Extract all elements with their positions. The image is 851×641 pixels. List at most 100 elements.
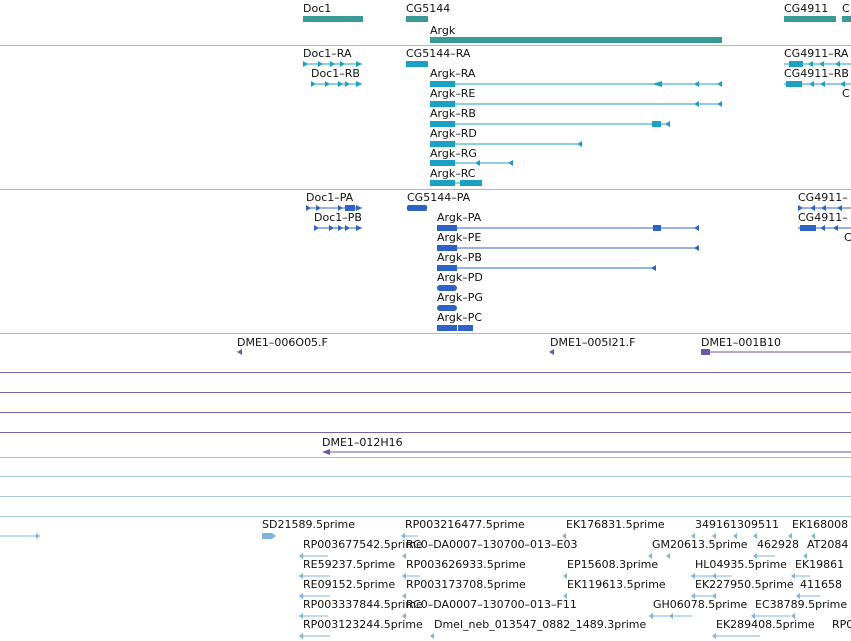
clone-label-006o05: DME1–006O05.F (237, 336, 328, 349)
est-label: EK168008 (792, 518, 849, 531)
est-label: RE09152.5prime (303, 578, 396, 591)
transcript-feature-cg4911-rb (784, 81, 851, 87)
protein-feature-argk-pc (437, 325, 473, 331)
est-label: GM20613.5prime (652, 538, 748, 551)
est-label: EK19861 (795, 558, 845, 571)
est-label: RP0 (832, 618, 851, 631)
protein-label-partial: C (844, 231, 851, 244)
est-label: EK119613.5prime (567, 578, 666, 591)
est-feature-r0 (401, 533, 815, 539)
protein-feature-cg4911-pa (798, 205, 851, 211)
transcript-feature-argk-rc (430, 180, 482, 186)
clone-span-line (0, 432, 851, 433)
protein-label-cg5144-pa: CG5144–PA (407, 191, 471, 204)
protein-feature-doc1-pb (314, 225, 362, 231)
transcript-label-cg4911-ra: CG4911–RA (784, 47, 849, 60)
est-feature-r5 (299, 633, 760, 639)
est-label: SD21589.5prime (262, 518, 355, 531)
est-label: RP003123244.5prime (303, 618, 423, 631)
transcript-feature-doc1-rb (311, 81, 362, 87)
protein-glyphs[interactable] (0, 0, 851, 340)
est-label: 349161309511 (695, 518, 779, 531)
clone-label-005i21: DME1–005I21.F (550, 336, 636, 349)
clone-span-line (0, 372, 851, 373)
track-divider (0, 45, 851, 46)
transcript-label-argk-rc: Argk–RC (430, 167, 476, 180)
gene-label-partial: C (842, 2, 850, 15)
est-label: EK227950.5prime (695, 578, 794, 591)
protein-label-argk-pa: Argk–PA (437, 211, 482, 224)
clone-feature-006o05 (237, 349, 242, 355)
transcript-feature-argk-ra (430, 81, 722, 87)
est-label: RP003173708.5prime (406, 578, 526, 591)
gene-feature-cg5144[interactable] (406, 16, 428, 22)
gene-feature-partial[interactable] (842, 16, 851, 22)
clone-glyphs[interactable] (0, 0, 851, 460)
track-divider (0, 189, 851, 190)
transcript-glyphs[interactable] (0, 0, 851, 190)
est-label: RP003626933.5prime (406, 558, 526, 571)
clone-feature-012h16 (322, 449, 851, 455)
track-divider (0, 333, 851, 334)
protein-feature-cg5144-pa (407, 205, 427, 211)
est-label: RC0–DA0007–130700–013–E03 (406, 538, 578, 551)
est-label: EK289408.5prime (716, 618, 815, 631)
protein-label-argk-pg: Argk–PG (437, 291, 483, 304)
transcript-feature-doc1-ra (303, 61, 362, 67)
est-label: EP15608.3prime (567, 558, 659, 571)
transcript-feature-argk-rd (430, 141, 582, 147)
est-feature-r4 (299, 613, 795, 619)
est-label: RC0–DA0007–130700–013–F11 (406, 598, 577, 611)
transcript-label-argk-ra: Argk–RA (430, 67, 476, 80)
clone-span-line (0, 412, 851, 413)
transcript-feature-cg4911-ra (784, 61, 851, 67)
transcript-feature-cg5144-ra (406, 61, 428, 67)
est-label: HL04935.5prime (695, 558, 787, 571)
clone-span-line (0, 392, 851, 393)
est-label: RE59237.5prime (303, 558, 396, 571)
track-divider (0, 516, 851, 517)
transcript-label-doc1-ra: Doc1–RA (303, 47, 352, 60)
est-label: RP003337844.5prime (303, 598, 423, 611)
protein-label-doc1-pb: Doc1–PB (314, 211, 362, 224)
gene-feature-doc1[interactable] (303, 16, 363, 22)
protein-feature-cg4911-pb (798, 225, 851, 231)
protein-feature-argk-pa (437, 225, 699, 231)
gene-label-doc1: Doc1 (303, 2, 332, 15)
protein-feature-argk-pd (437, 285, 457, 291)
protein-feature-argk-pg (437, 305, 457, 311)
protein-label-argk-pe: Argk–PE (437, 231, 482, 244)
gene-feature-cg4911[interactable] (784, 16, 836, 22)
protein-label-doc1-pa: Doc1–PA (306, 191, 354, 204)
clone-feature-005i21 (549, 349, 554, 355)
protein-label-argk-pb: Argk–PB (437, 251, 482, 264)
gene-label-argk: Argk (430, 24, 456, 37)
protein-feature-argk-pb (437, 265, 656, 271)
track-divider (0, 457, 851, 458)
clone-feature-001b10 (701, 349, 851, 355)
transcript-label-doc1-rb: Doc1–RB (311, 67, 360, 80)
clone-label-001b10: DME1–001B10 (701, 336, 781, 349)
est-feature-r3 (299, 593, 820, 599)
est-label: EC38789.5prime (755, 598, 848, 611)
gene-feature-argk[interactable] (430, 37, 722, 43)
track-divider (0, 476, 851, 477)
est-label: 411658 (800, 578, 842, 591)
transcript-label-cg5144-ra: CG5144–RA (406, 47, 471, 60)
est-label: GH06078.5prime (653, 598, 748, 611)
transcript-feature-argk-rb (430, 121, 670, 127)
transcript-label-argk-rd: Argk–RD (430, 127, 477, 140)
protein-label-cg4911-pb: CG4911– (798, 211, 848, 224)
transcript-label-cg4911-rb: CG4911–RB (784, 67, 849, 80)
est-label: EK176831.5prime (566, 518, 665, 531)
transcript-feature-argk-re (430, 101, 722, 107)
est-label: RP003677542.5prime (303, 538, 423, 551)
protein-label-argk-pd: Argk–PD (437, 271, 483, 284)
transcript-feature-argk-rg (430, 160, 513, 166)
est-label: AT2084 (807, 538, 849, 551)
transcript-label-argk-rb: Argk–RB (430, 107, 476, 120)
protein-feature-doc1-pa (306, 205, 362, 211)
transcript-label-partial: C (842, 87, 850, 100)
